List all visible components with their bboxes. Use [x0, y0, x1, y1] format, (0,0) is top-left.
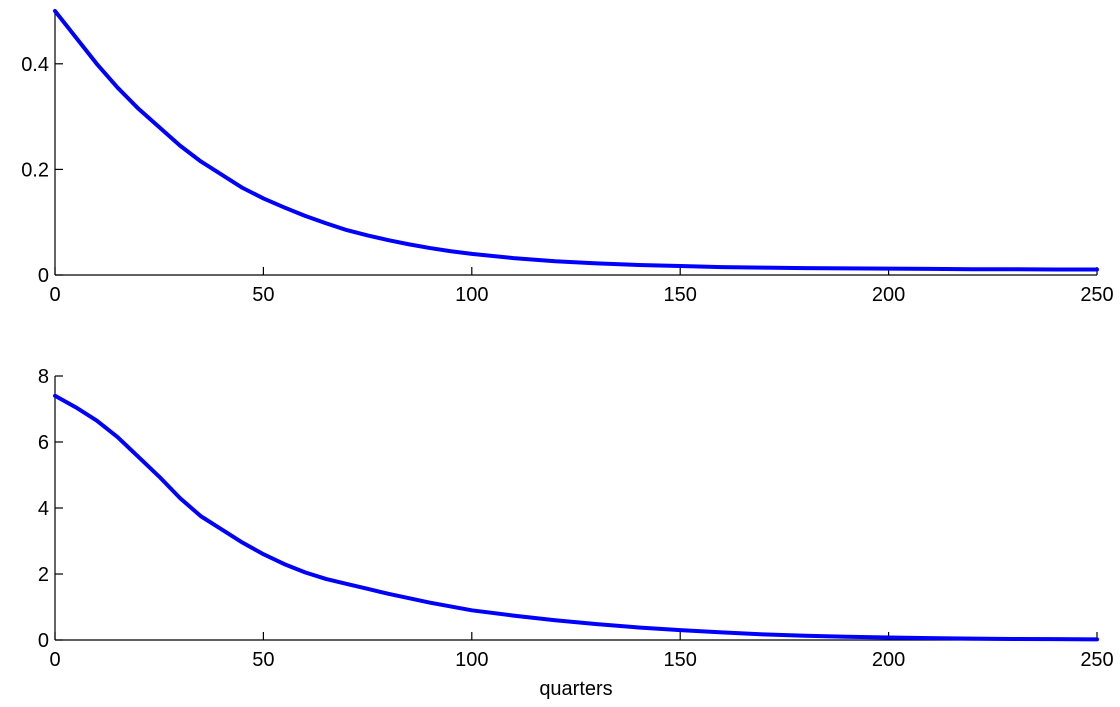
x-tick-label: 50: [252, 284, 274, 306]
y-tick-label: 2: [38, 564, 49, 586]
y-tick-label: 0: [38, 265, 49, 287]
x-tick-label: 100: [455, 284, 488, 306]
x-tick-label: 250: [1080, 284, 1113, 306]
x-axis-label: quarters: [539, 678, 612, 700]
x-tick-label: 100: [455, 649, 488, 671]
x-tick-label: 250: [1080, 649, 1113, 671]
bottom-panel: 0 50 100 150 200 250 0 2 4 6 8 quarters: [38, 366, 1114, 700]
x-tick-label: 0: [49, 284, 60, 306]
y-tick-label: 4: [38, 498, 49, 520]
series-line: [53, 393, 1099, 642]
x-tick-label: 50: [252, 649, 274, 671]
y-tick-label: 8: [38, 366, 49, 388]
y-tick-label: 0: [38, 630, 49, 652]
y-tick-label: 0.4: [21, 54, 49, 76]
y-tick-label: 0.2: [21, 159, 49, 181]
x-tick-label: 200: [872, 284, 905, 306]
series-line: [53, 9, 1099, 272]
x-tick-label: 150: [664, 649, 697, 671]
top-panel: 0 50 100 150 200 250 0 0.2 0.4: [21, 9, 1114, 306]
x-tick-label: 0: [49, 649, 60, 671]
x-tick-label: 150: [664, 284, 697, 306]
x-tick-label: 200: [872, 649, 905, 671]
y-tick-label: 6: [38, 432, 49, 454]
